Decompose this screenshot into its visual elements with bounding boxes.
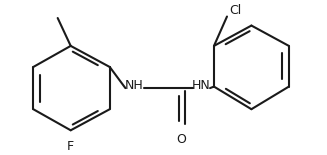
- Text: HN: HN: [192, 79, 211, 92]
- Text: Cl: Cl: [229, 4, 241, 17]
- Text: NH: NH: [125, 79, 144, 92]
- Text: O: O: [177, 133, 186, 146]
- Text: F: F: [67, 140, 74, 153]
